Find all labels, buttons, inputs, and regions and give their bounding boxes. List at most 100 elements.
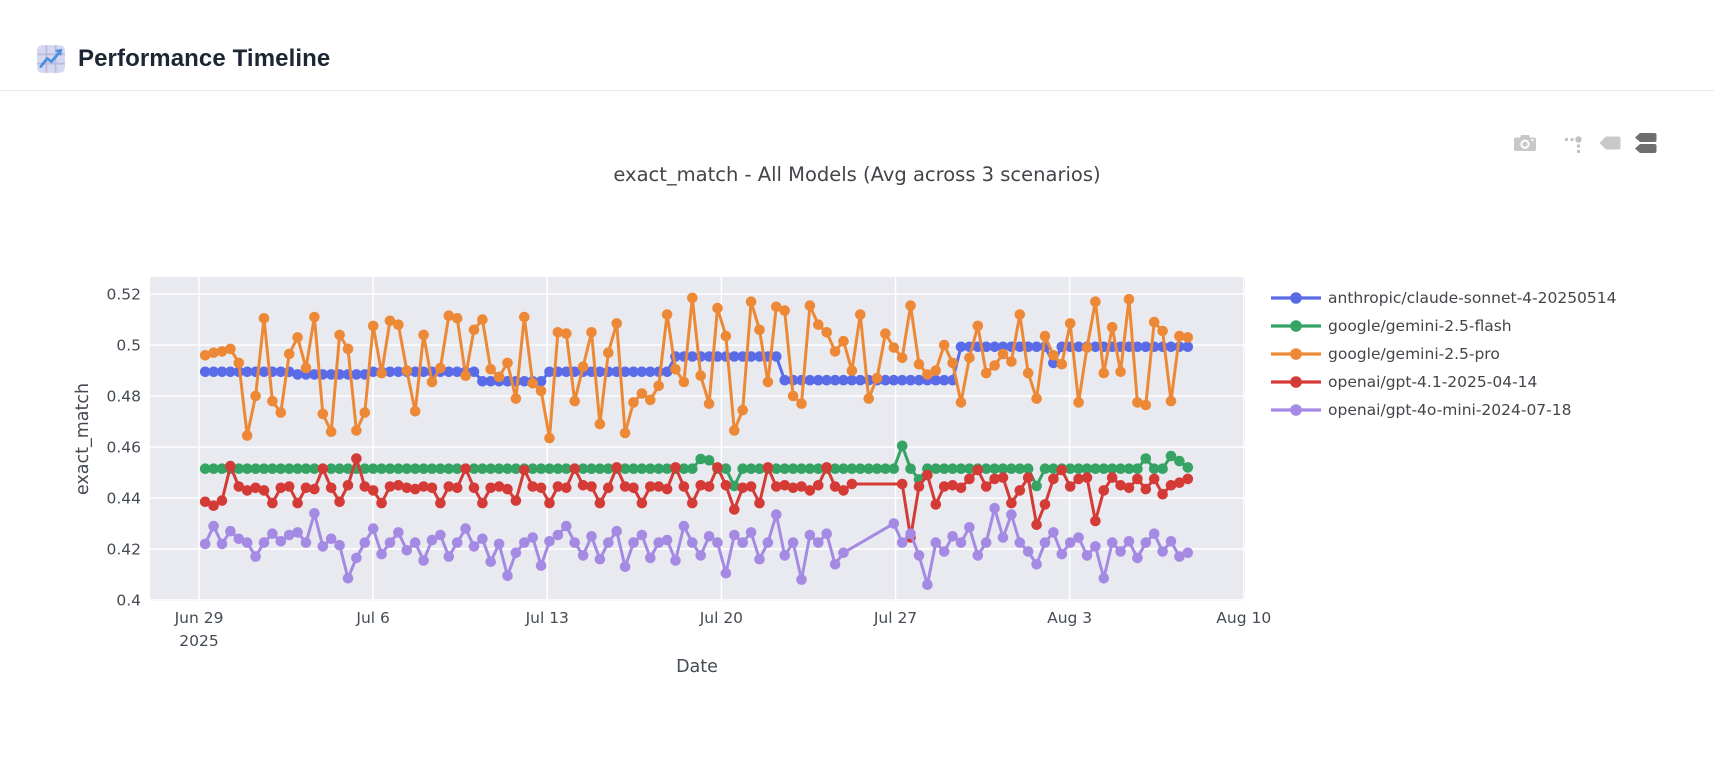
- data-point: [493, 481, 505, 492]
- data-point: [208, 500, 219, 512]
- data-point: [334, 539, 345, 551]
- data-point: [1056, 548, 1068, 560]
- data-point: [829, 374, 841, 386]
- data-point: [1014, 309, 1026, 320]
- data-point: [661, 534, 673, 546]
- data-point: [813, 480, 824, 491]
- data-point: [351, 425, 362, 436]
- legend-item-2[interactable]: google/gemini-2.5-pro: [1271, 340, 1617, 368]
- series-openai/gpt-4o-mini-2024-07-18[interactable]: [199, 502, 1194, 590]
- data-point: [1165, 480, 1177, 491]
- data-point: [1081, 550, 1093, 561]
- data-point: [216, 495, 228, 506]
- x-tick-label: Jul 20: [699, 609, 743, 627]
- data-point: [703, 398, 715, 410]
- data-point: [947, 480, 958, 491]
- data-point: [678, 376, 690, 388]
- data-point: [216, 538, 228, 550]
- data-point: [342, 343, 354, 355]
- data-point: [1182, 341, 1194, 353]
- data-point: [267, 395, 278, 407]
- x-tick-label: Aug 10: [1216, 609, 1271, 627]
- data-point: [384, 366, 396, 378]
- data-point: [930, 463, 942, 475]
- series-google/gemini-2.5-flash[interactable]: [199, 440, 1194, 492]
- data-point: [771, 481, 782, 492]
- data-point: [930, 537, 942, 548]
- plot-background[interactable]: [150, 277, 1245, 601]
- y-axis-title: exact_match: [73, 383, 93, 495]
- data-point: [493, 463, 505, 475]
- data-point: [947, 357, 958, 369]
- data-point: [922, 469, 933, 481]
- data-point: [972, 550, 984, 561]
- data-point: [1174, 455, 1185, 467]
- data-point: [275, 366, 287, 378]
- data-point: [838, 335, 849, 347]
- data-point: [250, 390, 261, 402]
- legend-item-3[interactable]: openai/gpt-4.1-2025-04-14: [1271, 368, 1617, 396]
- data-point: [586, 531, 597, 542]
- data-point: [451, 313, 463, 324]
- data-point: [636, 388, 648, 399]
- data-point: [1090, 296, 1101, 308]
- data-point: [980, 367, 992, 379]
- data-point: [292, 463, 303, 475]
- data-point: [401, 482, 413, 494]
- data-point: [233, 481, 245, 492]
- data-point: [468, 324, 480, 336]
- data-point: [401, 365, 413, 376]
- data-point: [661, 366, 673, 378]
- data-point: [561, 328, 572, 339]
- data-point: [964, 463, 975, 475]
- data-point: [729, 351, 740, 362]
- y-tick-label: 0.5: [116, 337, 141, 355]
- data-point: [384, 315, 396, 327]
- legend-item-4[interactable]: openai/gpt-4o-mini-2024-07-18: [1271, 396, 1617, 424]
- data-point: [216, 346, 228, 357]
- hover-compare-icon[interactable]: [1632, 130, 1658, 156]
- data-point: [1056, 358, 1068, 370]
- data-point: [1174, 477, 1185, 489]
- data-point: [829, 346, 841, 357]
- legend-label: anthropic/claude-sonnet-4-20250514: [1328, 289, 1617, 307]
- data-point: [216, 463, 228, 475]
- legend-item-1[interactable]: google/gemini-2.5-flash: [1271, 312, 1617, 340]
- data-point: [1014, 485, 1026, 496]
- data-point: [888, 518, 900, 529]
- data-point: [1132, 397, 1143, 408]
- series-google/gemini-2.5-pro[interactable]: [199, 292, 1194, 444]
- data-point: [628, 366, 639, 378]
- y-tick-label: 0.4: [116, 591, 141, 609]
- data-point: [871, 372, 883, 384]
- data-point: [989, 360, 1000, 371]
- data-point: [846, 463, 858, 475]
- camera-icon[interactable]: [1512, 130, 1538, 156]
- data-point: [972, 320, 984, 332]
- data-point: [695, 550, 706, 561]
- data-point: [729, 425, 740, 436]
- data-point: [838, 547, 849, 559]
- data-point: [367, 485, 379, 496]
- data-point: [661, 463, 673, 475]
- legend-item-0[interactable]: anthropic/claude-sonnet-4-20250514: [1271, 284, 1617, 312]
- data-point: [695, 370, 706, 382]
- data-point: [888, 374, 900, 386]
- hover-closest-icon[interactable]: [1597, 130, 1623, 156]
- data-point: [779, 374, 790, 386]
- data-point: [1090, 463, 1101, 475]
- data-point: [905, 374, 916, 386]
- data-point: [838, 463, 849, 475]
- spikelines-icon[interactable]: [1562, 130, 1588, 156]
- data-point: [485, 376, 497, 387]
- data-point: [435, 362, 446, 374]
- series-openai/gpt-4.1-2025-04-14[interactable]: [199, 453, 1194, 543]
- data-point: [1031, 393, 1042, 404]
- data-point: [451, 366, 463, 378]
- data-point: [645, 552, 656, 564]
- data-point: [292, 369, 303, 380]
- data-point: [477, 314, 488, 325]
- data-point: [955, 341, 967, 353]
